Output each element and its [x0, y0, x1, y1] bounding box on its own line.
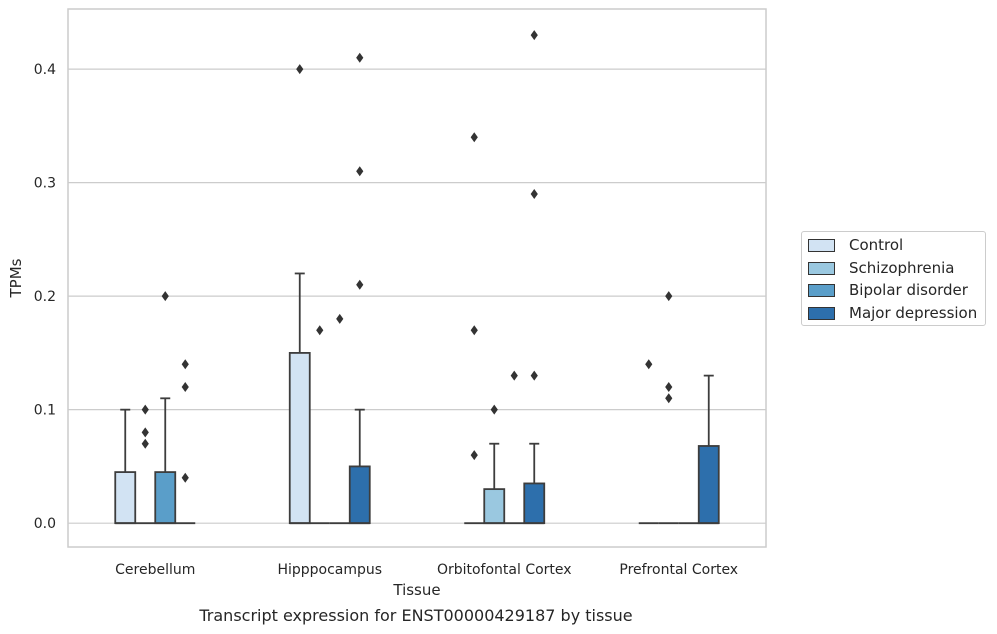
outlier-point-major-depression — [181, 472, 189, 483]
outlier-point-bipolar-disorder — [336, 313, 344, 324]
outlier-point-major-depression — [356, 279, 364, 290]
y-tick-label: 0.3 — [34, 176, 56, 192]
outlier-point-major-depression — [356, 52, 364, 63]
y-axis-title: TPMs — [7, 258, 25, 298]
legend-swatch-major-depression — [808, 306, 835, 320]
x-tick-label: Orbitofontal Cortex — [437, 562, 572, 578]
legend-label-schizophrenia: Schizophrenia — [849, 259, 955, 277]
outlier-point-schizophrenia — [490, 404, 498, 415]
box-bipolar-disorder — [154, 471, 177, 525]
box-control — [114, 471, 137, 525]
box-major-depression — [523, 482, 546, 525]
outlier-point-bipolar-disorder — [510, 370, 518, 381]
outlier-point-schizophrenia — [316, 325, 324, 336]
outlier-point-major-depression — [530, 30, 538, 41]
legend-swatch-control — [808, 238, 835, 252]
outlier-point-major-depression — [530, 189, 538, 200]
x-axis-title: Tissue — [392, 581, 440, 599]
legend-swatch-bipolar-disorder — [808, 283, 835, 297]
y-tick-label: 0.4 — [34, 62, 56, 78]
outlier-point-schizophrenia — [141, 427, 149, 438]
x-tick-label: Hipppocampus — [277, 562, 382, 578]
outlier-point-major-depression — [181, 359, 189, 370]
legend-swatch-schizophrenia — [808, 261, 835, 275]
x-tick-label: Cerebellum — [115, 562, 195, 578]
outlier-point-schizophrenia — [141, 404, 149, 415]
plot-frame — [67, 8, 767, 548]
outlier-point-schizophrenia — [665, 393, 673, 404]
y-tick-label: 0.0 — [34, 516, 56, 532]
box-major-depression — [697, 445, 720, 525]
outlier-point-control — [470, 325, 478, 336]
legend-label-bipolar-disorder: Bipolar disorder — [849, 281, 968, 299]
y-tick-label: 0.1 — [34, 403, 56, 419]
outlier-point-control — [645, 359, 653, 370]
box-schizophrenia — [483, 488, 506, 525]
legend-item-schizophrenia: Schizophrenia — [808, 258, 954, 278]
legend-label-control: Control — [849, 236, 904, 254]
outlier-point-major-depression — [181, 381, 189, 392]
outlier-point-control — [470, 132, 478, 143]
legend: Control Schizophrenia Bipolar disorder M… — [801, 231, 986, 326]
outlier-point-control — [296, 64, 304, 75]
legend-item-major-depression: Major depression — [808, 303, 977, 323]
outlier-point-major-depression — [530, 370, 538, 381]
outlier-point-schizophrenia — [665, 381, 673, 392]
legend-item-control: Control — [808, 235, 903, 255]
y-tick-label: 0.2 — [34, 289, 56, 305]
x-tick-label: Prefrontal Cortex — [619, 562, 738, 578]
outlier-point-control — [470, 450, 478, 461]
outlier-point-bipolar-disorder — [161, 291, 169, 302]
legend-item-bipolar-disorder: Bipolar disorder — [808, 280, 968, 300]
outlier-point-schizophrenia — [141, 438, 149, 449]
chart-caption: Transcript expression for ENST0000042918… — [199, 606, 633, 625]
box-control — [288, 352, 311, 525]
box-major-depression — [348, 465, 371, 525]
outlier-point-schizophrenia — [665, 291, 673, 302]
outlier-point-major-depression — [356, 166, 364, 177]
legend-label-major-depression: Major depression — [849, 304, 978, 322]
